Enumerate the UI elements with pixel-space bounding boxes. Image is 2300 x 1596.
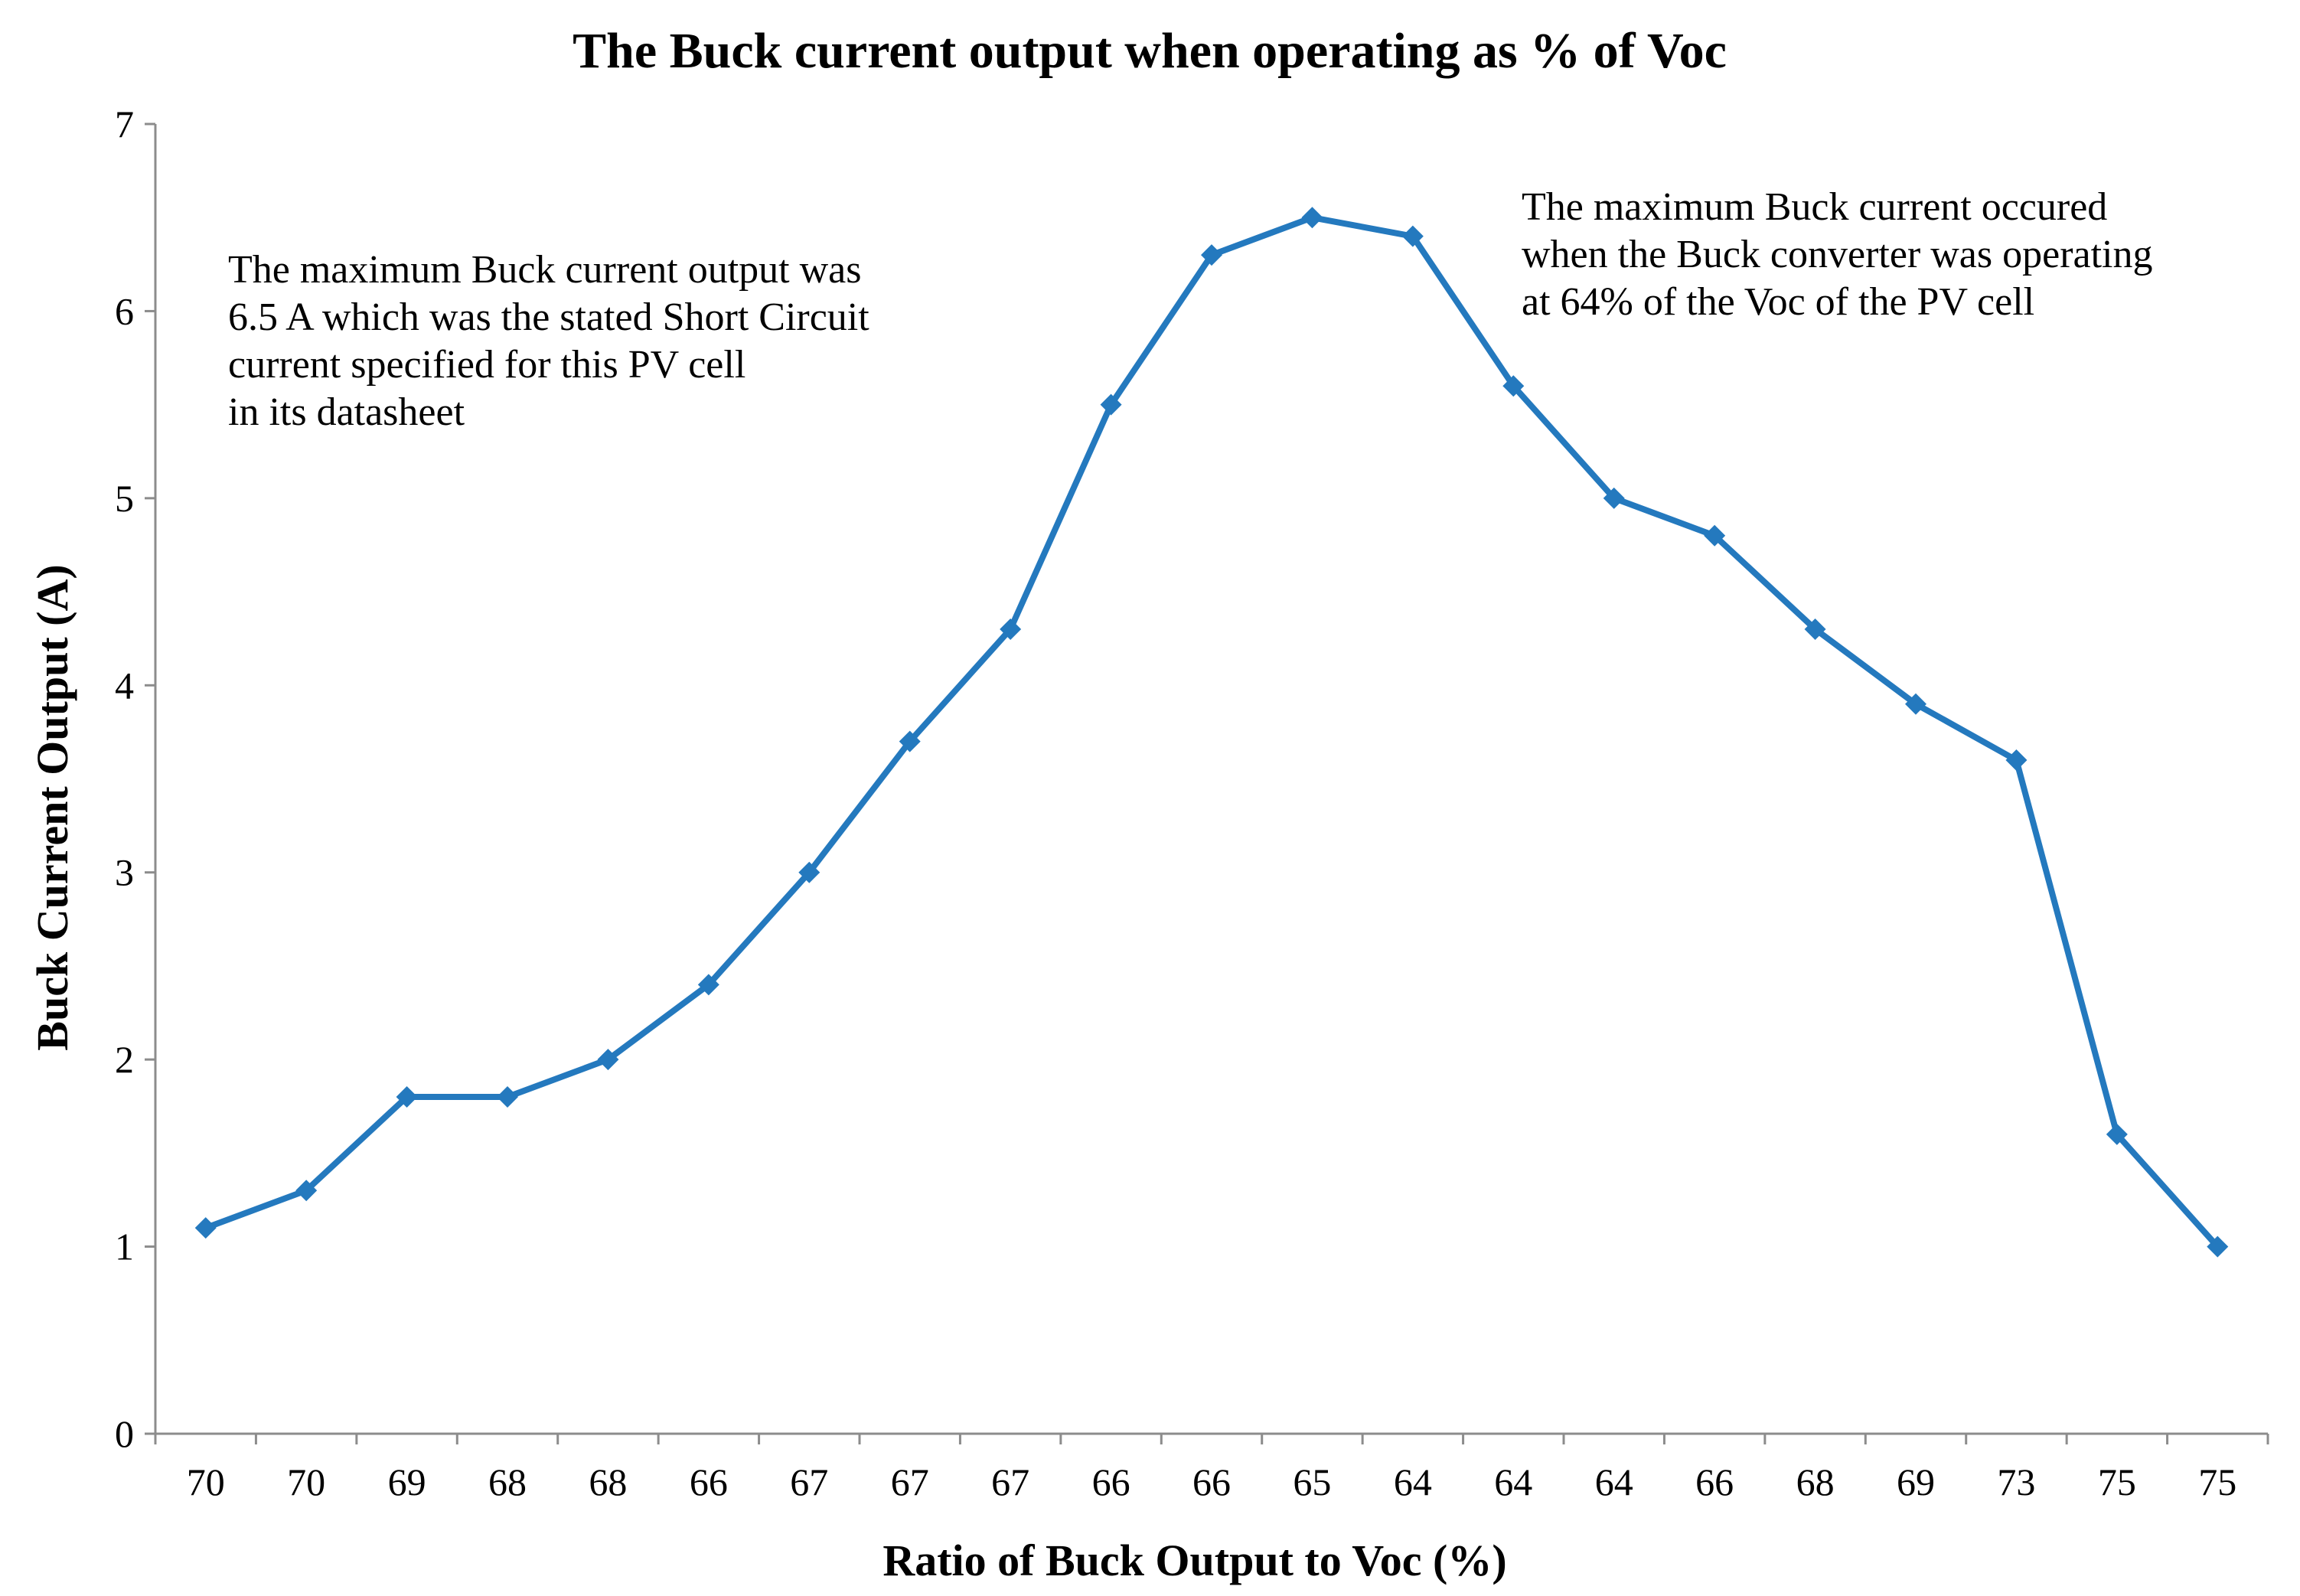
data-point	[2106, 1123, 2128, 1145]
x-tick-label: 66	[1695, 1461, 1734, 1503]
x-tick-label: 64	[1394, 1461, 1432, 1503]
x-tick-label: 69	[1897, 1461, 1935, 1503]
annotation-line: when the Buck converter was operating	[1522, 233, 2153, 276]
y-axis-title: Buck Current Output (A)	[28, 564, 77, 1050]
y-tick-label: 6	[115, 289, 134, 332]
y-tick-label: 3	[115, 851, 134, 894]
annotation-max-ratio: The maximum Buck current occured when th…	[1522, 184, 2152, 326]
annotation-line: current specified for this PV cell	[228, 343, 746, 387]
data-point	[899, 730, 921, 752]
data-point	[1301, 207, 1323, 229]
data-point	[1603, 487, 1625, 509]
x-tick-label: 68	[1796, 1461, 1835, 1503]
data-point	[1401, 225, 1424, 247]
annotation-line: The maximum Buck current occured	[1522, 185, 2108, 229]
data-point	[2005, 749, 2028, 772]
annotation-line: at 64% of the Voc of the PV cell	[1522, 280, 2035, 324]
y-tick-label: 7	[115, 103, 134, 145]
data-point	[1201, 244, 1222, 266]
x-tick-label: 64	[1494, 1461, 1532, 1503]
x-tick-label: 70	[287, 1461, 325, 1503]
x-tick-label: 69	[388, 1461, 426, 1503]
y-tick-label: 1	[115, 1226, 134, 1268]
data-point	[194, 1217, 217, 1239]
x-tick-label: 73	[1997, 1461, 2035, 1503]
x-tick-label: 66	[1192, 1461, 1231, 1503]
data-point	[798, 861, 820, 883]
y-tick-label: 0	[115, 1412, 134, 1455]
annotation-line: 6.5 A which was the stated Short Circuit	[228, 295, 869, 339]
x-tick-label: 67	[991, 1461, 1029, 1503]
data-point	[1000, 618, 1022, 640]
data-point	[1905, 693, 1926, 715]
data-point	[1804, 618, 1826, 640]
data-point	[2207, 1235, 2229, 1258]
annotation-line: The maximum Buck current output was	[228, 248, 862, 292]
x-tick-label: 75	[2098, 1461, 2136, 1503]
x-tick-label: 68	[589, 1461, 627, 1503]
data-point	[1502, 375, 1525, 397]
x-tick-label: 68	[488, 1461, 527, 1503]
x-tick-label: 66	[690, 1461, 728, 1503]
x-tick-label: 65	[1293, 1461, 1331, 1503]
data-point	[295, 1180, 318, 1202]
data-point	[597, 1049, 619, 1071]
data-point	[1704, 524, 1726, 547]
data-point	[1100, 393, 1122, 416]
x-tick-label: 66	[1092, 1461, 1130, 1503]
x-tick-label: 67	[790, 1461, 828, 1503]
y-tick-label: 5	[115, 477, 134, 520]
y-tick-label: 2	[115, 1038, 134, 1081]
x-tick-label: 70	[187, 1461, 225, 1503]
x-tick-label: 67	[891, 1461, 929, 1503]
series-layer	[194, 207, 2229, 1258]
x-axis-title: Ratio of Buck Output to Voc (%)	[882, 1536, 1506, 1585]
x-tick-label: 64	[1595, 1461, 1633, 1503]
data-point	[697, 974, 719, 996]
x-tick-label: 75	[2198, 1461, 2236, 1503]
data-point	[396, 1086, 418, 1108]
data-point	[497, 1086, 518, 1108]
annotation-max-current: The maximum Buck current output was 6.5 …	[228, 246, 869, 436]
chart-title: The Buck current output when operating a…	[573, 23, 1727, 79]
y-tick-label: 4	[115, 664, 134, 707]
annotation-line: in its datasheet	[228, 390, 465, 434]
